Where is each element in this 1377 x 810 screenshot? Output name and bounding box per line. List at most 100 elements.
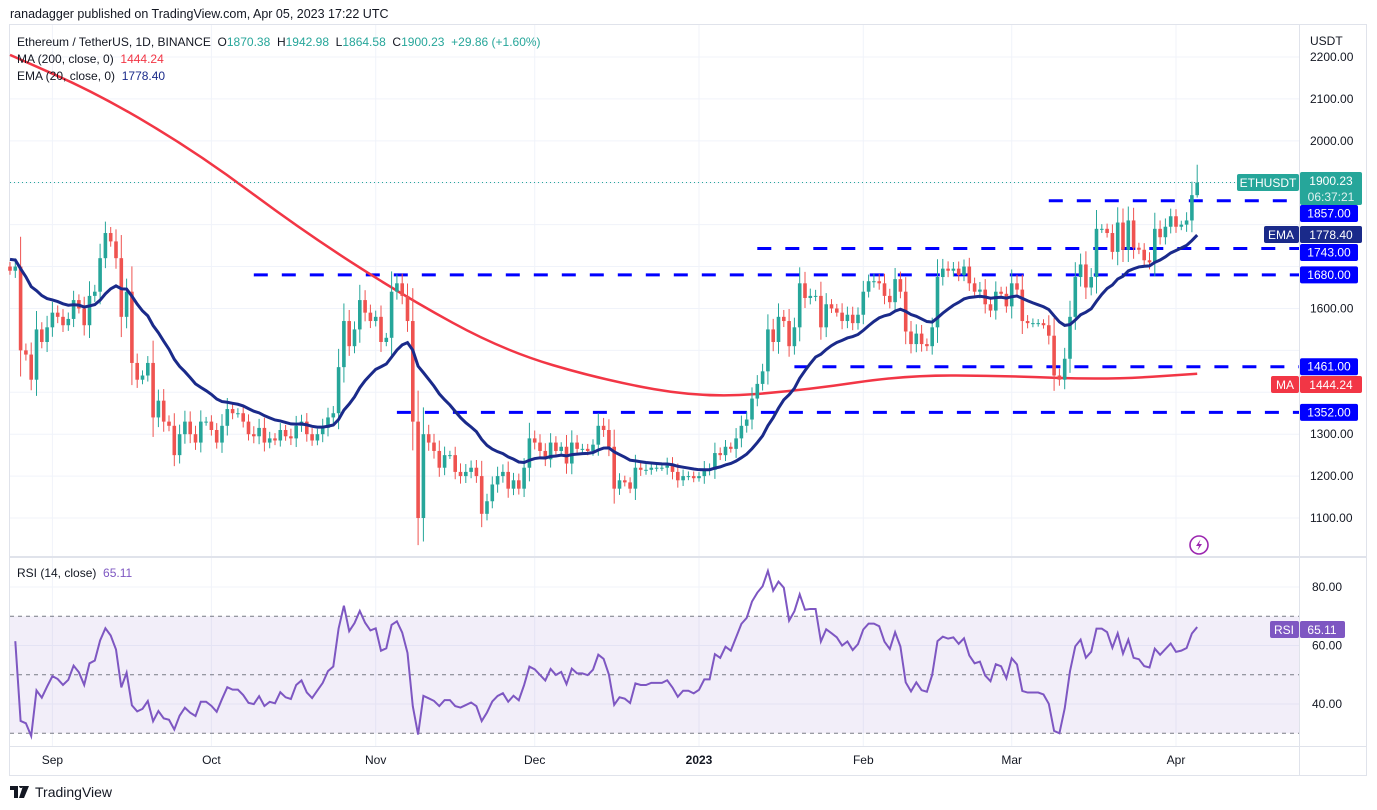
ema-tag-bg bbox=[1264, 226, 1299, 243]
level-badge: 1857.00 bbox=[1307, 207, 1351, 221]
candle bbox=[956, 261, 961, 282]
candle-body bbox=[342, 321, 346, 368]
symbol-legend[interactable]: Ethereum / TetherUS, 1D, BINANCE O1870.3… bbox=[17, 35, 541, 49]
candle bbox=[803, 271, 807, 309]
candle-body bbox=[978, 289, 982, 292]
candle bbox=[448, 450, 452, 459]
candle bbox=[845, 306, 850, 329]
candle-body bbox=[1062, 358, 1067, 380]
candle bbox=[1115, 207, 1120, 266]
change-value: +29.86 (+1.60%) bbox=[451, 35, 541, 49]
candle-body bbox=[1184, 220, 1189, 225]
candle-body bbox=[1126, 220, 1131, 250]
candle-body bbox=[66, 318, 71, 326]
time-tick: Apr bbox=[1167, 753, 1186, 767]
candle-body bbox=[416, 421, 420, 519]
candle-body bbox=[214, 429, 219, 443]
candle-body bbox=[893, 279, 897, 303]
candle bbox=[87, 281, 92, 338]
candle bbox=[1084, 251, 1088, 300]
candle bbox=[479, 460, 484, 528]
candle bbox=[925, 338, 929, 352]
candle-body bbox=[935, 277, 940, 328]
candle bbox=[638, 460, 643, 476]
candle-body bbox=[278, 429, 283, 441]
candle bbox=[82, 296, 86, 336]
candle-body bbox=[1084, 264, 1088, 288]
candle bbox=[469, 460, 473, 479]
level-badges: 1857.00 1743.00 1680.00 1461.00 1352.00 bbox=[1300, 205, 1358, 421]
time-axis[interactable]: Sep Oct Nov Dec 2023 Feb Mar Apr bbox=[42, 753, 1186, 767]
rsi-price-badge: 65.11 bbox=[1307, 623, 1336, 637]
candle bbox=[835, 303, 839, 317]
candle bbox=[877, 273, 881, 290]
candle-body bbox=[289, 436, 293, 439]
candle-body bbox=[1036, 323, 1040, 325]
candle bbox=[782, 309, 786, 328]
candle-body bbox=[146, 362, 150, 376]
rsi-axis[interactable]: 80.00 60.00 40.00 bbox=[1312, 580, 1342, 711]
time-tick: Oct bbox=[202, 753, 221, 767]
candle-body bbox=[633, 467, 638, 489]
level-badge: 1743.00 bbox=[1307, 246, 1351, 260]
candle bbox=[1078, 253, 1083, 287]
candle-body bbox=[808, 295, 813, 298]
candle-body bbox=[474, 467, 479, 477]
ma-legend[interactable]: MA (200, close, 0) 1444.24 bbox=[17, 52, 164, 66]
candle bbox=[1062, 347, 1067, 390]
ma200-line bbox=[9, 53, 1198, 397]
grid bbox=[10, 25, 1299, 746]
candle-body bbox=[517, 480, 521, 489]
publisher-line: ranadagger published on TradingView.com,… bbox=[10, 7, 389, 21]
candle bbox=[405, 283, 410, 332]
candle-body bbox=[326, 417, 330, 428]
candle-body bbox=[252, 434, 256, 437]
candle bbox=[1105, 223, 1109, 238]
candle bbox=[1110, 224, 1115, 260]
level-badge: 1352.00 bbox=[1307, 405, 1351, 419]
candle-body bbox=[1057, 375, 1062, 380]
candle-body bbox=[273, 438, 277, 441]
candle bbox=[723, 440, 728, 462]
candle-body bbox=[156, 400, 161, 418]
candle-body bbox=[766, 329, 770, 372]
chart-frame bbox=[9, 24, 1367, 776]
candle bbox=[1031, 318, 1035, 328]
candle bbox=[681, 469, 685, 487]
candle-body bbox=[45, 327, 49, 342]
ema-legend[interactable]: EMA (20, close, 0) 1778.40 bbox=[17, 69, 165, 83]
close-label: C bbox=[392, 35, 402, 49]
candle bbox=[713, 442, 717, 479]
candle-body bbox=[644, 469, 648, 471]
symbol-badge-bg bbox=[1237, 174, 1299, 191]
candle bbox=[888, 288, 892, 309]
candle bbox=[1126, 206, 1131, 262]
ema20-path bbox=[9, 234, 1199, 472]
rsi-legend[interactable]: RSI (14, close) 65.11 bbox=[17, 566, 132, 580]
level-badge-bg bbox=[1300, 403, 1358, 421]
countdown-timer: 06:37:21 bbox=[1308, 190, 1355, 204]
candle-body bbox=[458, 471, 463, 477]
candle-body bbox=[1168, 216, 1173, 227]
candle-body bbox=[87, 295, 92, 326]
candle bbox=[623, 475, 627, 487]
candle-body bbox=[850, 314, 855, 324]
candle-body bbox=[305, 421, 309, 435]
price-axis[interactable]: 2200.00 2100.00 2000.00 1600.00 1300.00 1200.… bbox=[1310, 50, 1354, 525]
candle-body bbox=[501, 471, 505, 477]
open-value: 1870.38 bbox=[226, 35, 271, 49]
candle bbox=[554, 436, 558, 457]
candle bbox=[172, 413, 177, 467]
candle-body bbox=[729, 446, 733, 449]
candle-body bbox=[103, 233, 108, 259]
lightning-icon[interactable] bbox=[1189, 535, 1209, 555]
tradingview-logo[interactable]: TradingView bbox=[10, 784, 112, 800]
candle-body bbox=[1158, 228, 1162, 238]
candle-body bbox=[172, 425, 177, 456]
candle bbox=[124, 278, 129, 329]
candle bbox=[98, 243, 102, 305]
candle-body bbox=[241, 413, 245, 422]
ma-legend-label: MA (200, close, 0) bbox=[17, 52, 114, 66]
candle bbox=[267, 431, 272, 449]
